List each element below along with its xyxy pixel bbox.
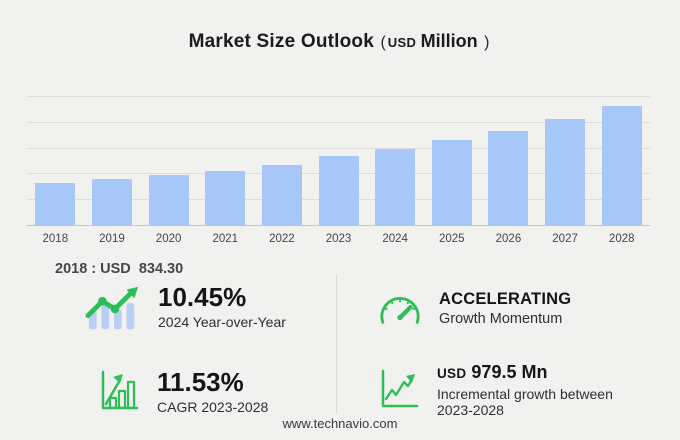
stat-value: ACCELERATING [439,289,572,308]
stat-cagr: 11.53% CAGR 2023-2028 [96,367,269,416]
x-tick-2019: 2019 [99,233,125,245]
bar-2022 [261,164,302,226]
bar-slot-2026 [480,97,537,226]
bar-slot-2022 [254,97,311,226]
bar-slot-2023 [310,97,367,226]
bar-2019 [91,179,132,226]
bars-trend-icon [85,284,143,330]
column-divider [336,274,337,414]
bar-2020 [148,175,189,226]
x-axis-labels: 2018 2019 2020 2021 2022 2023 2024 2025 2026 2027… [27,233,650,245]
bar-slot-2018 [27,97,84,226]
stat-incremental: USD 979.5 Mn Incremental growth between … [376,362,613,418]
title-paren-close: ) [484,34,490,51]
stat-label: CAGR 2023-2028 [157,399,269,416]
bar-slot-2028 [593,97,650,226]
bar-slot-2019 [84,97,141,226]
bar-slot-2021 [197,97,254,226]
stat-value: 11.53% [157,367,244,397]
title-unit: Million [420,31,478,51]
line-growth-icon [376,367,422,413]
x-tick-2024: 2024 [382,233,408,245]
stat-value-amount: 979.5 Mn [471,362,548,382]
x-tick-2023: 2023 [325,233,352,245]
stat-value: USD 979.5 Mn [437,362,613,383]
bar-growth-icon [96,369,142,415]
bar-2027 [545,119,586,226]
x-tick-2022: 2022 [269,233,295,245]
x-tick-2025: 2025 [439,233,465,245]
bar-2024 [375,149,416,226]
x-tick-2026: 2026 [495,233,522,245]
stats-section: 10.45% 2024 Year-over-Year ACCELERATING [0,272,680,418]
footer-url: www.technavio.com [282,416,398,431]
stat-value: 10.45% [158,282,247,312]
x-tick-2028: 2028 [608,233,635,245]
chart-plot [27,96,650,226]
gridline-2000 [27,121,650,123]
bar-slot-2025 [423,97,480,226]
x-tick-2027: 2027 [552,233,578,245]
bar-2023 [318,156,359,226]
gridline-1500 [27,147,650,149]
title-paren-open: ( [380,34,386,51]
bar-2026 [488,130,529,226]
base-year-annotation: 2018 : USD 834.30 [55,261,184,277]
title-currency: USD [387,35,417,50]
bar-2021 [205,170,246,226]
bar-2018 [35,182,76,226]
gridline-2500 [27,96,650,97]
gauge-icon [376,288,424,330]
bar-2025 [431,140,472,226]
bar-2028 [601,105,642,226]
stat-momentum: ACCELERATING Growth Momentum [376,288,571,330]
x-tick-2021: 2021 [212,233,239,245]
bar-slot-2027 [537,97,594,226]
x-tick-2018: 2018 [42,233,69,245]
bar-slot-2020 [140,97,197,226]
stat-yoy: 10.45% 2024 Year-over-Year [85,282,286,331]
stat-label: 2024 Year-over-Year [158,314,286,331]
chart-title-main: Market Size Outlook [188,31,375,52]
bars-row [27,97,650,226]
stat-label: Incremental growth between 2023-2028 [437,386,613,419]
x-tick-2020: 2020 [155,233,182,245]
stat-label: Growth Momentum [439,310,563,327]
stat-value-currency: USD [437,366,467,381]
bar-slot-2024 [367,97,424,226]
chart-title: Market Size Outlook (USD Million ) [0,31,680,53]
